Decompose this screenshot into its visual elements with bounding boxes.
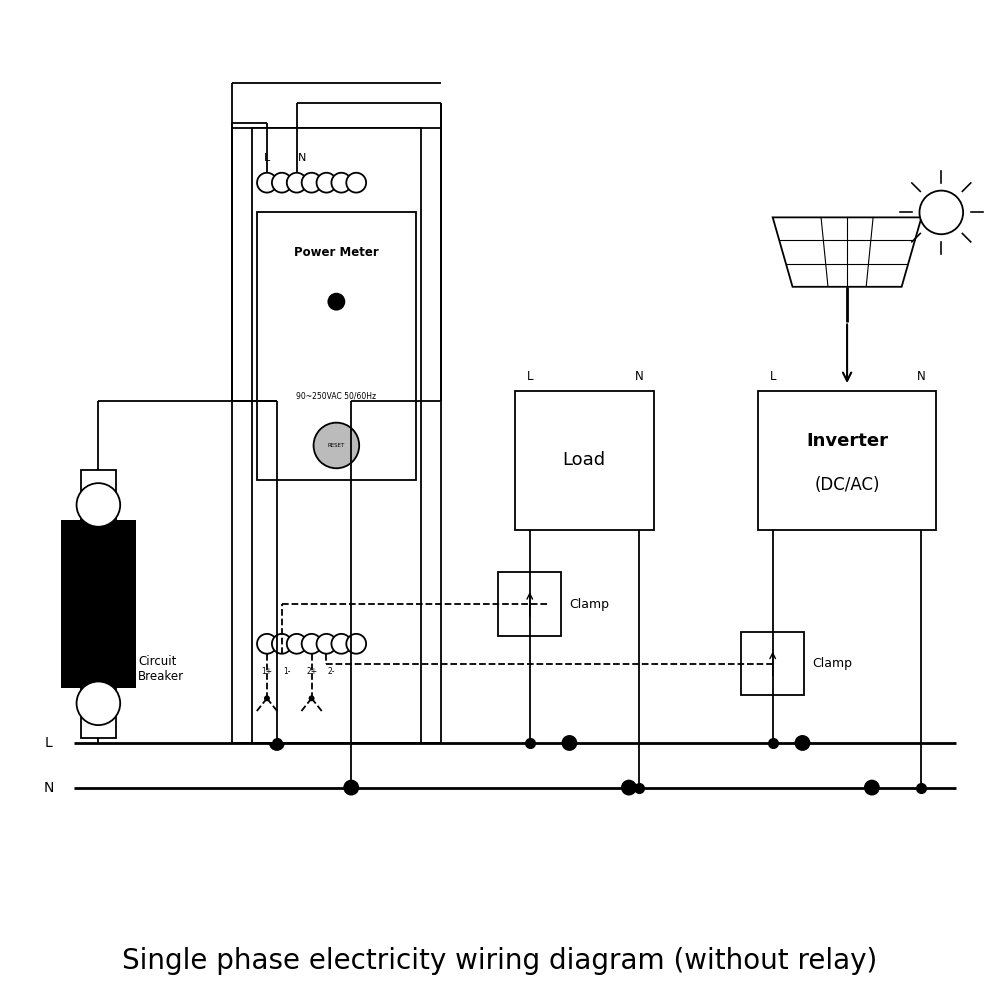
Circle shape [919,191,963,234]
Bar [81,470,116,738]
Circle shape [302,173,322,193]
Circle shape [77,483,120,527]
Circle shape [287,634,307,654]
Circle shape [317,634,336,654]
Circle shape [327,293,345,311]
Circle shape [314,423,359,468]
Text: Inverter: Inverter [806,432,888,450]
Text: N: N [634,370,643,383]
Circle shape [795,735,810,751]
Circle shape [561,735,577,751]
Circle shape [302,634,322,654]
Text: Power Meter: Power Meter [294,246,379,259]
Circle shape [331,634,351,654]
Circle shape [331,173,351,193]
Text: N: N [917,370,926,383]
Text: 2+: 2+ [306,667,317,676]
Circle shape [272,634,292,654]
Bar [758,391,936,530]
Text: 90~250VAC 50/60Hz: 90~250VAC 50/60Hz [296,391,376,400]
Text: L: L [769,370,776,383]
Circle shape [272,173,292,193]
Bar [515,391,654,530]
Circle shape [346,634,366,654]
Circle shape [343,780,359,796]
Text: Clamp: Clamp [569,598,609,611]
Text: 2-: 2- [328,667,335,676]
Circle shape [309,695,315,701]
Circle shape [317,173,336,193]
Circle shape [257,634,277,654]
Text: L: L [264,153,270,163]
Text: N: N [44,781,54,795]
Bar [741,632,804,695]
Text: Single phase electricity wiring diagram (without relay): Single phase electricity wiring diagram … [122,947,878,975]
Text: L: L [45,736,53,750]
Text: 1+: 1+ [261,667,273,676]
Text: Circuit
Breaker: Circuit Breaker [138,655,184,683]
Text: N: N [297,153,306,163]
Circle shape [269,735,285,751]
Circle shape [346,173,366,193]
Circle shape [77,681,120,725]
Bar [61,520,136,688]
Circle shape [264,695,270,701]
Text: RESET: RESET [328,443,345,448]
Bar [252,128,421,743]
Bar [257,212,416,480]
Text: L: L [526,370,533,383]
Text: 1-: 1- [283,667,291,676]
Text: Load: Load [563,451,606,469]
Bar [232,128,441,743]
Text: (DC/AC): (DC/AC) [814,476,880,494]
Circle shape [257,173,277,193]
Text: Clamp: Clamp [812,657,852,670]
Circle shape [864,780,880,796]
Polygon shape [773,217,921,287]
Circle shape [287,173,307,193]
Bar [498,572,561,636]
Circle shape [621,780,637,796]
